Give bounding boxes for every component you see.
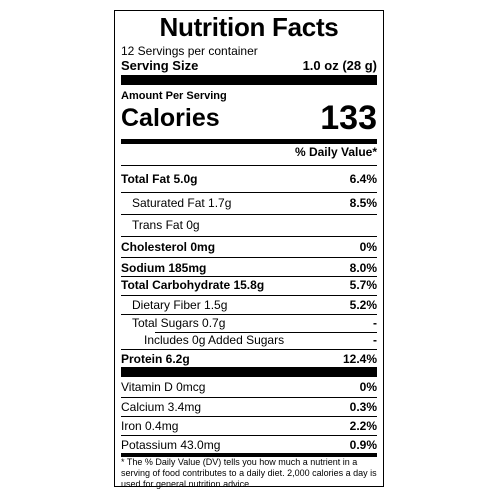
divider [121, 397, 377, 398]
daily-value-footnote: * The % Daily Value (DV) tells you how m… [121, 457, 377, 489]
vitamin-name: Iron 0.4mg [121, 419, 179, 433]
nutrient-name: Saturated Fat 1.7g [132, 196, 232, 210]
vitamin-name: Calcium 3.4mg [121, 400, 202, 414]
calories-value: 133 [320, 99, 377, 137]
vitamin-dv: 0.9% [349, 438, 377, 452]
calories-row: Calories 133 [121, 99, 377, 137]
serving-size-row: Serving Size 1.0 oz (28 g) [121, 58, 377, 74]
vitamin-row-potassium: Potassium 43.0mg 0.9% [121, 438, 377, 452]
divider [121, 314, 377, 315]
nutrient-row-cholesterol: Cholesterol 0mg 0% [121, 240, 377, 254]
vitamin-name: Vitamin D 0mcg [121, 380, 206, 394]
vitamin-row-vitamin-d: Vitamin D 0mcg 0% [121, 380, 377, 394]
divider [121, 416, 377, 417]
vitamin-dv: 0% [359, 380, 377, 394]
divider [121, 435, 377, 436]
divider [121, 295, 377, 296]
divider [121, 257, 377, 258]
servings-per-container: 12 Servings per container [121, 44, 258, 58]
nutrition-facts-label: Nutrition Facts 12 Servings per containe… [114, 10, 384, 489]
vitamin-dv: 0.3% [349, 400, 377, 414]
medium-divider [121, 453, 377, 457]
nutrient-name: Dietary Fiber 1.5g [132, 298, 228, 312]
divider [121, 349, 377, 350]
thick-divider [121, 367, 377, 377]
nutrient-dv: 5.7% [349, 278, 377, 292]
vitamin-dv: 2.2% [349, 419, 377, 433]
nutrient-dv: 0% [359, 240, 377, 254]
nutrient-name: Cholesterol 0mg [121, 240, 216, 254]
daily-value-header: % Daily Value* [294, 145, 377, 159]
nutrient-row-trans-fat: Trans Fat 0g [121, 218, 377, 232]
divider [155, 332, 377, 333]
nutrient-dv: 8.0% [349, 261, 377, 275]
serving-size-value: 1.0 oz (28 g) [302, 58, 377, 73]
nutrient-name: Includes 0g Added Sugars [144, 333, 285, 347]
nutrient-row-protein: Protein 6.2g 12.4% [121, 352, 377, 366]
nutrient-dv: 5.2% [349, 298, 377, 312]
vitamin-row-calcium: Calcium 3.4mg 0.3% [121, 400, 377, 414]
nutrient-row-dietary-fiber: Dietary Fiber 1.5g 5.2% [121, 298, 377, 312]
divider [121, 236, 377, 237]
amount-per-serving: Amount Per Serving [121, 90, 227, 102]
thick-divider [121, 75, 377, 85]
divider [121, 165, 377, 166]
nutrient-name: Total Fat 5.0g [121, 172, 198, 186]
divider [121, 214, 377, 215]
calories-label: Calories [121, 104, 220, 132]
nutrient-row-total-fat: Total Fat 5.0g 6.4% [121, 172, 377, 186]
divider [121, 192, 377, 193]
nutrient-name: Trans Fat 0g [132, 218, 200, 232]
serving-size-label: Serving Size [121, 58, 199, 73]
nutrient-row-sodium: Sodium 185mg 8.0% [121, 261, 377, 275]
nutrient-row-added-sugars: Includes 0g Added Sugars - [121, 333, 377, 347]
nutrient-name: Sodium 185mg [121, 261, 207, 275]
label-title: Nutrition Facts [159, 12, 339, 42]
nutrient-dv: 8.5% [349, 196, 377, 210]
nutrient-row-saturated-fat: Saturated Fat 1.7g 8.5% [121, 196, 377, 210]
nutrient-row-total-sugars: Total Sugars 0.7g - [121, 316, 377, 330]
nutrient-dv: - [373, 333, 377, 347]
vitamin-name: Potassium 43.0mg [121, 438, 221, 452]
vitamin-row-iron: Iron 0.4mg 2.2% [121, 419, 377, 433]
nutrient-name: Total Sugars 0.7g [132, 316, 226, 330]
nutrient-dv: 12.4% [342, 352, 377, 366]
medium-divider [121, 139, 377, 144]
nutrient-name: Total Carbohydrate 15.8g [121, 278, 265, 292]
nutrient-dv: 6.4% [349, 172, 377, 186]
nutrient-row-total-carbohydrate: Total Carbohydrate 15.8g 5.7% [121, 278, 377, 292]
divider [121, 276, 377, 277]
nutrient-name: Protein 6.2g [121, 352, 190, 366]
nutrient-dv: - [373, 316, 377, 330]
